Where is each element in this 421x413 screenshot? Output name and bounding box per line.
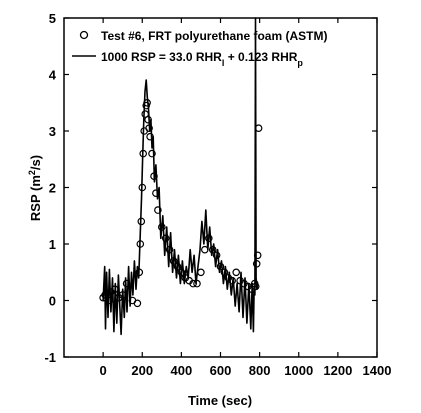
data-point-test6 bbox=[152, 189, 160, 198]
data-point-test6 bbox=[216, 262, 225, 271]
x-tick-label: 200 bbox=[131, 363, 153, 378]
data-point-test6 bbox=[136, 240, 145, 248]
data-point-test6 bbox=[138, 183, 147, 192]
y-tick-label: 2 bbox=[49, 181, 56, 196]
legend-label-test: Test #6, FRT polyurethane foam (ASTM) bbox=[101, 29, 327, 43]
data-point-test6 bbox=[189, 279, 197, 288]
data-point-test6 bbox=[135, 268, 144, 277]
data-point-test6 bbox=[252, 259, 261, 268]
data-point-test6 bbox=[139, 149, 148, 158]
data-point-test6 bbox=[251, 282, 260, 291]
data-point-test6 bbox=[161, 234, 170, 243]
x-tick-label: 0 bbox=[100, 363, 107, 378]
data-point-test6 bbox=[148, 149, 156, 158]
y-tick-label: -1 bbox=[44, 350, 56, 365]
data-point-test6 bbox=[150, 172, 158, 181]
series-line-layer bbox=[102, 17, 259, 336]
legend-eq-main: 1000 RSP = 33.0 RHR bbox=[101, 50, 222, 64]
data-point-test6 bbox=[228, 276, 237, 285]
data-point-test6 bbox=[101, 291, 109, 299]
x-axis-label: Time (sec) bbox=[188, 393, 252, 408]
data-point-test6 bbox=[205, 234, 213, 243]
legend-eq-sub2: p bbox=[297, 58, 303, 68]
x-tick-label: 1000 bbox=[284, 363, 313, 378]
series-points-layer bbox=[99, 99, 263, 308]
legend-label-equation: 1000 RSP = 33.0 RHRl + 0.123 RHRp bbox=[101, 50, 303, 68]
y-tick-label: 3 bbox=[49, 124, 56, 139]
y-tick-label: 4 bbox=[49, 68, 57, 83]
x-tick-label: 800 bbox=[249, 363, 271, 378]
data-point-test6 bbox=[158, 223, 166, 231]
y-axis-label-tail: /s) bbox=[28, 155, 43, 170]
y-tick-label: 0 bbox=[49, 294, 56, 309]
data-point-test6 bbox=[208, 245, 217, 254]
x-tick-label: 600 bbox=[210, 363, 232, 378]
x-tick-label: 1400 bbox=[363, 363, 392, 378]
data-point-test6 bbox=[122, 279, 131, 288]
y-axis-label-main: RSP (m bbox=[28, 175, 43, 221]
data-point-test6 bbox=[232, 268, 241, 277]
data-point-test6 bbox=[145, 124, 153, 133]
y-tick-label: 5 bbox=[49, 11, 56, 26]
data-point-test6 bbox=[105, 296, 113, 305]
data-point-test6 bbox=[144, 115, 152, 124]
data-point-test6 bbox=[220, 268, 229, 277]
data-point-test6 bbox=[197, 268, 205, 277]
data-point-test6 bbox=[133, 299, 142, 308]
data-point-test6 bbox=[177, 268, 186, 277]
data-point-test6 bbox=[137, 217, 146, 226]
legend-eq-sub1: l bbox=[222, 58, 225, 68]
data-point-test6 bbox=[201, 245, 209, 254]
legend-marker-circle bbox=[79, 30, 89, 40]
data-point-test6 bbox=[169, 257, 178, 265]
data-point-test6 bbox=[212, 251, 221, 260]
data-point-test6 bbox=[173, 262, 182, 271]
y-axis-label: RSP (m2/s) bbox=[27, 155, 43, 221]
x-tick-label: 1200 bbox=[323, 363, 352, 378]
x-tick-label: 400 bbox=[171, 363, 193, 378]
data-point-test6 bbox=[143, 99, 151, 107]
data-point-test6 bbox=[111, 285, 119, 294]
series-line-rsp-calculated bbox=[102, 17, 259, 336]
data-point-test6 bbox=[118, 291, 127, 299]
data-point-test6 bbox=[146, 132, 154, 141]
legend: Test #6, FRT polyurethane foam (ASTM) 10… bbox=[72, 29, 327, 68]
data-point-test6 bbox=[165, 245, 174, 254]
data-point-test6 bbox=[193, 279, 201, 288]
y-axis-label-sup: 2 bbox=[27, 170, 37, 175]
data-point-test6 bbox=[254, 124, 263, 133]
plot-frame bbox=[63, 17, 378, 358]
data-point-test6 bbox=[253, 251, 262, 260]
ticks-layer: 0 200 400 600 800 1000 1200 1400 -1 0 1 2 3 4 5 bbox=[44, 11, 391, 378]
y-tick-label: 1 bbox=[49, 237, 56, 252]
data-point-test6 bbox=[154, 206, 162, 214]
legend-eq-mid: + 0.123 RHR bbox=[224, 50, 297, 64]
